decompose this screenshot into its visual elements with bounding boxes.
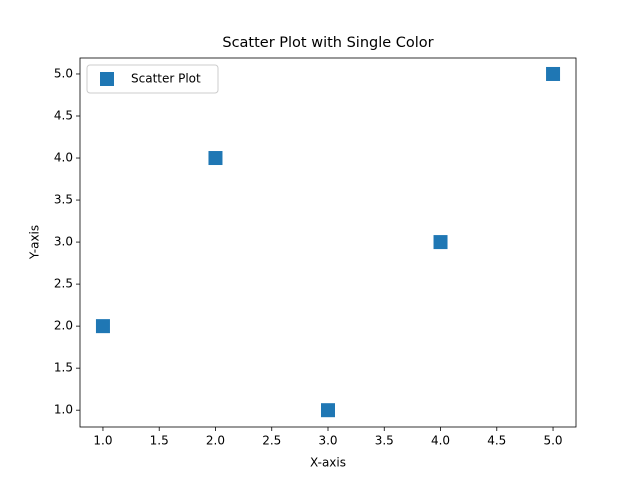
plot-frame [79,57,577,428]
x-tick-label: 4.5 [487,434,506,448]
y-tick-label: 2.0 [54,319,73,333]
y-tick-label: 4.5 [54,108,73,122]
point [208,151,223,166]
y-tick-label: 3.5 [54,193,73,207]
y-tick-label: 2.5 [54,277,73,291]
x-tick-label: 1.5 [150,434,169,448]
y-tick-label: 3.0 [54,235,73,249]
x-axis-label: X-axis [310,456,346,470]
x-tick-label: 3.5 [375,434,394,448]
x-tick-label: 4.0 [431,434,450,448]
point [321,403,335,418]
point [433,235,448,250]
x-tick-label: 2.0 [206,434,225,448]
legend-box [86,64,219,94]
y-tick-label: 1.0 [54,403,73,417]
chart-title: Scatter Plot with Single Color [222,35,433,51]
x-tick-label: 1.0 [93,434,112,448]
point [95,319,110,334]
y-axis-label: Y-axis [28,225,42,260]
x-tick-label: 5.0 [543,434,562,448]
y-tick-label: 4.0 [54,151,73,165]
y-tick-label: 5.0 [54,66,73,80]
x-tick-label: 2.5 [262,434,281,448]
point [546,66,561,81]
legend-marker [100,72,114,86]
x-tick-label: 3.0 [318,434,337,448]
y-tick-label: 1.5 [54,361,73,375]
legend-label: Scatter Plot [131,72,201,86]
